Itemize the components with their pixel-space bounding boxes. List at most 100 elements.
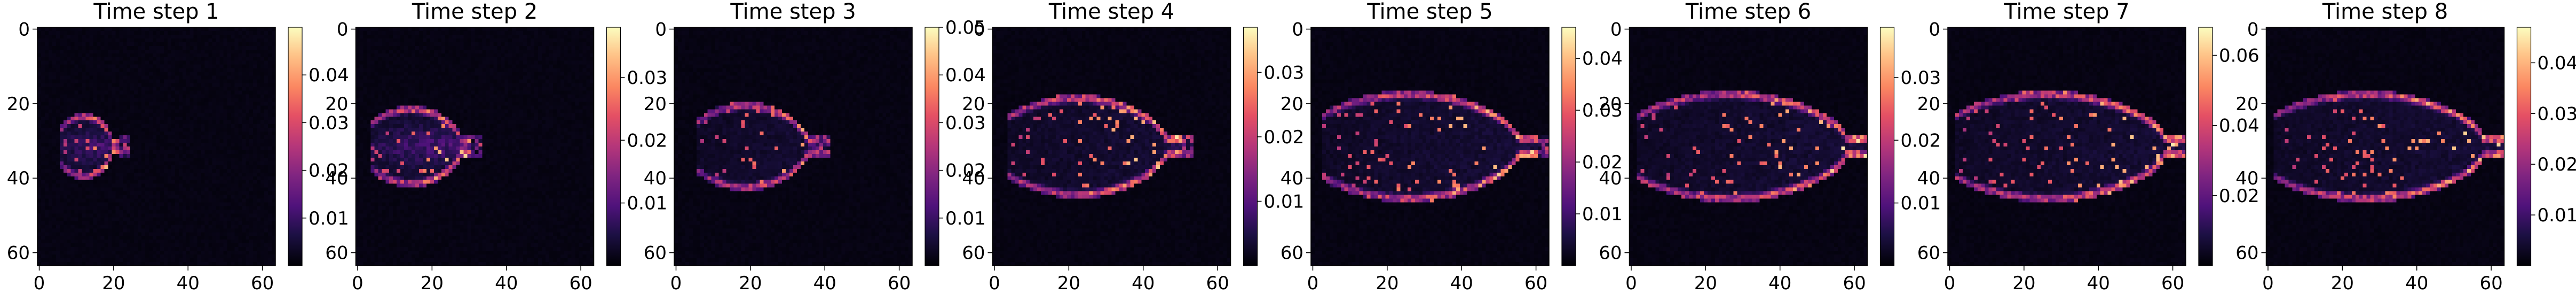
colorbar-tick-label: 0.01 bbox=[627, 193, 668, 214]
x-tick-label: 20 bbox=[739, 273, 762, 294]
colorbar bbox=[1243, 27, 1258, 266]
y-tick-label: 20 bbox=[2235, 94, 2258, 115]
y-tick-label: 0 bbox=[1610, 19, 1622, 40]
heatmap-image bbox=[2266, 27, 2504, 266]
x-tick-label: 40 bbox=[177, 273, 200, 294]
x-tick-label: 0 bbox=[1625, 273, 1637, 294]
panel-title: Time step 6 bbox=[1685, 0, 1811, 24]
x-tick-label: 60 bbox=[2161, 273, 2184, 294]
y-tick-label: 60 bbox=[962, 243, 985, 264]
x-tick-label: 40 bbox=[495, 273, 518, 294]
colorbar-tick-label: 0.04 bbox=[2538, 52, 2576, 74]
heatmap-panel-1: Time step 10 20 40 6002040600.010.020.030.0… bbox=[7, 0, 349, 294]
x-tick-label: 20 bbox=[2012, 273, 2035, 294]
y-tick-label: 40 bbox=[1917, 168, 1940, 189]
heatmap-image bbox=[674, 27, 912, 266]
y-tick-label: 0 bbox=[974, 19, 985, 40]
colorbar-tick-label: 0.01 bbox=[309, 208, 349, 229]
heatmap-image bbox=[1629, 27, 1868, 266]
panel-title: Time step 8 bbox=[2322, 0, 2448, 24]
colorbar bbox=[2198, 27, 2213, 266]
colorbar bbox=[924, 27, 939, 266]
colorbar-tick-label: 0.04 bbox=[309, 65, 349, 86]
colorbar-tick-label: 0.02 bbox=[627, 130, 668, 151]
y-tick-label: 20 bbox=[7, 94, 30, 115]
colorbar-tick-label: 0.02 bbox=[1582, 152, 1623, 173]
axes-frame bbox=[674, 27, 913, 266]
x-tick-label: 20 bbox=[102, 273, 125, 294]
x-tick-label: 60 bbox=[888, 273, 911, 294]
panel-title: Time step 5 bbox=[1366, 0, 1492, 24]
x-tick-label: 20 bbox=[1376, 273, 1398, 294]
axes-frame bbox=[355, 27, 595, 266]
colorbar bbox=[606, 27, 621, 266]
heatmap-image bbox=[355, 27, 594, 266]
x-tick-label: 60 bbox=[1843, 273, 1866, 294]
axes-frame bbox=[1310, 27, 1550, 266]
colorbar bbox=[1879, 27, 1895, 266]
colorbar-tick-label: 0.06 bbox=[2219, 45, 2259, 66]
y-tick-label: 40 bbox=[7, 168, 30, 189]
x-tick-label: 60 bbox=[1524, 273, 1547, 294]
colorbar-tick-label: 0.03 bbox=[1901, 67, 1941, 89]
x-tick-label: 60 bbox=[2479, 273, 2502, 294]
y-tick-label: 60 bbox=[1281, 243, 1303, 264]
panel-title: Time step 2 bbox=[412, 0, 538, 24]
colorbar-tick-label: 0.02 bbox=[309, 160, 349, 182]
x-tick-label: 40 bbox=[1768, 273, 1791, 294]
heatmap-image bbox=[37, 27, 275, 266]
colorbar-tick-label: 0.01 bbox=[2538, 205, 2576, 226]
y-tick-label: 40 bbox=[644, 168, 667, 189]
colorbar-tick-label: 0.01 bbox=[945, 208, 986, 229]
y-tick-label: 0 bbox=[1929, 19, 1940, 40]
y-tick-label: 0 bbox=[655, 19, 667, 40]
y-tick-label: 40 bbox=[1281, 168, 1303, 189]
axes-frame bbox=[1629, 27, 1868, 266]
colorbar-tick-label: 0.03 bbox=[945, 112, 986, 134]
colorbar-tick-label: 0.05 bbox=[945, 17, 986, 38]
x-tick-label: 20 bbox=[1694, 273, 1717, 294]
x-tick-label: 40 bbox=[1450, 273, 1473, 294]
colorbar-tick-label: 0.04 bbox=[2219, 115, 2259, 137]
colorbar-tick-label: 0.01 bbox=[1901, 193, 1941, 214]
y-tick-label: 0 bbox=[1292, 19, 1303, 40]
colorbar-tick-label: 0.01 bbox=[1582, 204, 1623, 225]
colorbar-tick-label: 0.01 bbox=[1264, 191, 1305, 212]
colorbar bbox=[2516, 27, 2532, 266]
y-tick-label: 60 bbox=[1599, 243, 1622, 264]
y-tick-label: 20 bbox=[1281, 94, 1303, 115]
heatmap-panel-3: Time step 30 20 40 6002040600.010.020.030.0… bbox=[644, 0, 986, 294]
y-tick-label: 20 bbox=[1599, 94, 1622, 115]
x-tick-label: 40 bbox=[2087, 273, 2110, 294]
heatmap-panel-8: Time step 80 20 40 6002040600.010.020.030.0… bbox=[2235, 0, 2576, 294]
x-tick-label: 40 bbox=[2405, 273, 2428, 294]
x-tick-label: 0 bbox=[1944, 273, 1956, 294]
x-tick-label: 0 bbox=[2262, 273, 2274, 294]
axes-frame bbox=[1947, 27, 2186, 266]
colorbar-tick-label: 0.02 bbox=[2219, 186, 2259, 207]
axes-frame bbox=[2265, 27, 2505, 266]
y-tick-label: 40 bbox=[1599, 168, 1622, 189]
x-tick-label: 0 bbox=[34, 273, 45, 294]
y-tick-label: 40 bbox=[325, 168, 348, 189]
y-tick-label: 60 bbox=[325, 243, 348, 264]
x-tick-label: 20 bbox=[1057, 273, 1080, 294]
colorbar-tick-label: 0.02 bbox=[1901, 130, 1941, 151]
y-tick-label: 60 bbox=[644, 243, 667, 264]
colorbar-tick-label: 0.02 bbox=[1264, 127, 1305, 148]
panel-title: Time step 7 bbox=[2003, 0, 2129, 24]
axes-frame bbox=[37, 27, 276, 266]
x-tick-label: 20 bbox=[2331, 273, 2354, 294]
x-tick-label: 20 bbox=[421, 273, 444, 294]
y-tick-label: 0 bbox=[18, 19, 30, 40]
colorbar-tick-label: 0.03 bbox=[309, 112, 349, 134]
panel-title: Time step 4 bbox=[1048, 0, 1174, 24]
x-tick-label: 0 bbox=[989, 273, 1000, 294]
colorbar-tick-label: 0.02 bbox=[2538, 154, 2576, 175]
heatmap-image bbox=[1948, 27, 2186, 266]
x-tick-label: 40 bbox=[1132, 273, 1155, 294]
